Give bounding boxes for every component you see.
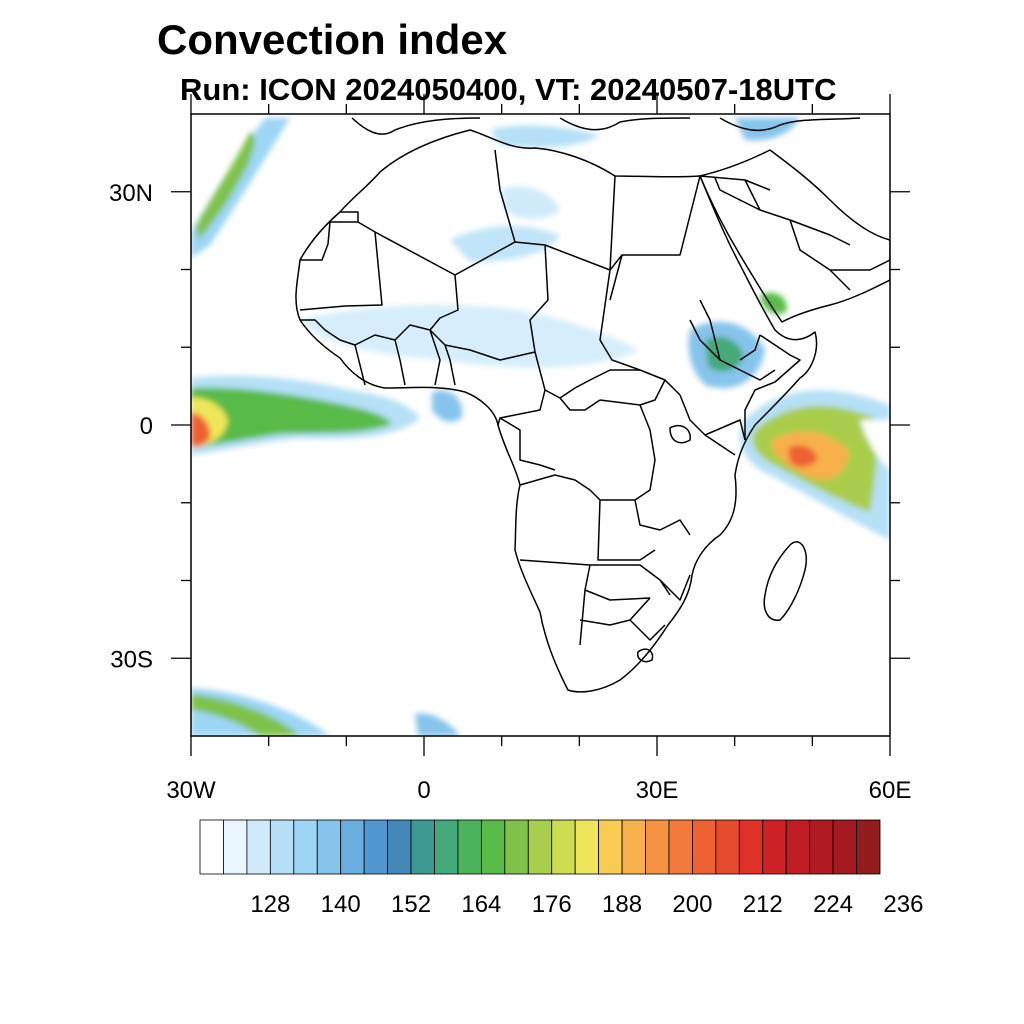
colorbar-swatch	[504, 819, 529, 875]
field-guinea-patch	[432, 390, 463, 422]
colorbar	[199, 819, 881, 875]
colorbar-swatch	[668, 819, 693, 875]
colorbar-swatch	[199, 819, 224, 875]
colorbar-label: 164	[461, 891, 501, 918]
field-nw-streak	[191, 118, 290, 258]
field-sahel-2	[450, 225, 560, 262]
colorbar-label: 224	[813, 891, 853, 918]
africa-coastline	[295, 129, 818, 693]
arabia-coastline	[699, 149, 890, 323]
colorbar-swatch	[551, 819, 576, 875]
field-indian-south	[860, 420, 890, 470]
field-indian-ocean-peak	[788, 445, 818, 467]
borders-central	[497, 299, 776, 501]
colorbar-swatch	[316, 819, 342, 875]
colorbar-swatch	[738, 819, 764, 875]
axis-ticks	[171, 94, 910, 756]
field-atlantic-band-core	[191, 387, 392, 448]
chart-title: Convection index	[157, 16, 508, 63]
borders-north	[299, 149, 701, 396]
colorbar-label: 128	[250, 891, 290, 918]
colorbar-swatch	[223, 819, 248, 875]
colorbar-label: 236	[883, 891, 923, 918]
field-south-patch	[415, 713, 460, 736]
colorbar-swatch	[574, 819, 600, 875]
colorbar-swatch	[480, 819, 506, 875]
lon-tick-label: 30W	[166, 777, 216, 804]
field-sahel-1	[300, 304, 640, 368]
colorbar-swatch	[293, 819, 318, 875]
colorbar-swatch	[363, 819, 388, 875]
field-east-africa-core	[705, 336, 744, 372]
lon-tick-label: 30E	[636, 777, 679, 804]
borders-middle-east	[699, 175, 890, 291]
colorbar-swatch	[387, 819, 412, 875]
colorbar-swatch	[598, 819, 623, 875]
colorbar-swatch	[621, 819, 646, 875]
west-africa-borders	[300, 319, 536, 386]
colorbar-swatch	[246, 819, 271, 875]
lat-tick-label: 30N	[109, 180, 153, 207]
colorbar-label: 140	[321, 891, 361, 918]
lat-tick-label: 0	[140, 413, 153, 440]
colorbar-swatch	[692, 819, 717, 875]
colorbar-label: 152	[391, 891, 431, 918]
colorbar-swatch	[715, 819, 740, 875]
colorbar-swatch	[785, 819, 811, 875]
madagascar-coastline	[763, 541, 807, 621]
field-mediterranean	[490, 125, 600, 148]
colorbar-label: 176	[532, 891, 572, 918]
lesotho	[636, 648, 654, 663]
colorbar-swatch	[645, 819, 670, 875]
field-south-atlantic-core	[191, 694, 300, 736]
colorbar-swatch	[809, 819, 834, 875]
colorbar-swatch	[410, 819, 435, 875]
coastlines-and-borders	[295, 117, 890, 693]
lake-victoria	[669, 424, 691, 444]
field-atlantic-band-peak	[191, 412, 211, 447]
colorbar-swatch	[340, 819, 365, 875]
colorbar-labels: 128 140 152 164 176 188 200 212 224 236	[250, 891, 923, 918]
horn-of-africa	[739, 334, 801, 440]
borders-south	[519, 474, 691, 646]
colorbar-swatch	[527, 819, 553, 875]
convection-field	[191, 118, 890, 736]
lat-tick-label: 30S	[110, 646, 153, 673]
colorbar-label: 188	[602, 891, 642, 918]
lon-tick-label: 60E	[869, 777, 912, 804]
field-nw-streak-core	[196, 132, 255, 240]
field-sahara-patch	[500, 186, 560, 219]
colorbar-swatch	[434, 819, 459, 875]
axis-tick-labels: 30N 0 30S 30W 0 30E 60E	[109, 180, 911, 804]
colorbar-label: 212	[743, 891, 783, 918]
lon-tick-label: 0	[417, 777, 430, 804]
colorbar-swatch	[457, 819, 482, 875]
colorbar-swatch	[856, 819, 881, 875]
colorbar-swatch	[832, 819, 857, 875]
colorbar-label: 200	[672, 891, 712, 918]
colorbar-swatch	[269, 819, 295, 875]
chart-subtitle: Run: ICON 2024050400, VT: 20240507-18UTC	[180, 72, 837, 107]
colorbar-swatch	[762, 819, 787, 875]
europe-coastline	[351, 117, 861, 135]
